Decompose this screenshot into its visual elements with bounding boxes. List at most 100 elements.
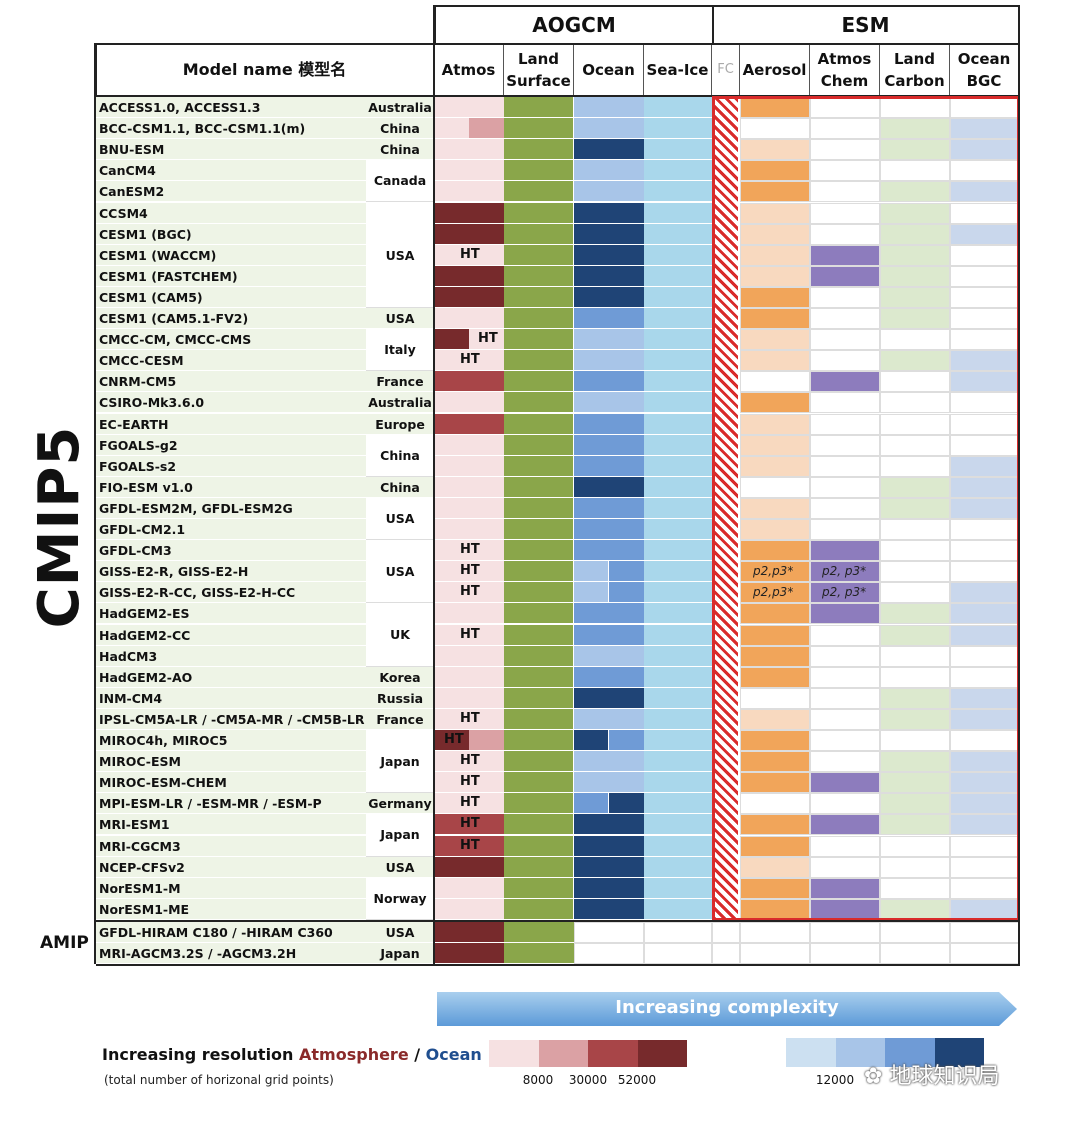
aerosol-cell [740, 497, 810, 519]
atmos-cell [434, 540, 504, 562]
ocean-cell [574, 181, 644, 203]
model-name-cell: MRI-ESM1 [96, 814, 366, 836]
land-carbon-cell [880, 413, 950, 435]
ocean-cell [574, 244, 644, 266]
atmos-chem-cell [810, 265, 880, 287]
ht-label: HT [460, 837, 480, 853]
amip-separator [96, 919, 1020, 922]
sea-ice-cell [644, 582, 712, 604]
sea-ice-cell [644, 751, 712, 773]
aerosol-cell [740, 730, 810, 752]
aerosol-cell [740, 603, 810, 625]
ocean-cell [574, 413, 644, 435]
atmos-chem-cell [810, 118, 880, 140]
atmos-chem-cell [810, 329, 880, 351]
ocn-legend-swatch [786, 1038, 836, 1067]
land-surface-cell [504, 286, 574, 308]
aerosol-cell [740, 814, 810, 836]
land-carbon-cell [880, 308, 950, 330]
land-carbon-cell [880, 793, 950, 815]
sea-ice-cell [644, 413, 712, 435]
ocean-cell [574, 118, 644, 140]
watermark-text: 地球知识局 [889, 1064, 1000, 1089]
sea-ice-cell [644, 265, 712, 287]
ocean-cell [574, 793, 609, 815]
model-name-cell: CanCM4 [96, 160, 366, 182]
model-name-cell: FGOALS-g2 [96, 434, 366, 456]
land-carbon-cell [880, 666, 950, 688]
atmos-chem-cell [810, 434, 880, 456]
atm-legend-swatch [538, 1040, 588, 1067]
complexity-arrow [437, 990, 1017, 1028]
atmos-chem-cell [810, 181, 880, 203]
atmos-chem-cell [810, 561, 880, 583]
atm-legend-tick: 8000 [522, 1073, 554, 1087]
model-name-cell: CESM1 (CAM5) [96, 286, 366, 308]
atmos-chem-cell [810, 540, 880, 562]
land-carbon-cell [880, 582, 950, 604]
legend-ocean: Ocean [425, 1045, 482, 1064]
atmos-chem-cell [810, 582, 880, 604]
model-name-cell: FIO-ESM v1.0 [96, 476, 366, 498]
atmos-chem-cell [810, 708, 880, 730]
country-cell: China [366, 118, 434, 140]
land-carbon-cell [880, 687, 950, 709]
aerosol-cell [740, 666, 810, 688]
land-carbon-cell [880, 751, 950, 773]
amip-model-name: MRI-AGCM3.2S / -AGCM3.2H [96, 943, 366, 965]
model-name-cell: EC-EARTH [96, 413, 366, 435]
atmos-cell [469, 730, 504, 752]
country-cell-merged: USA [366, 202, 434, 308]
land-surface-cell [504, 118, 574, 140]
land-surface-cell [504, 519, 574, 541]
sea-ice-cell [644, 476, 712, 498]
model-name-cell: CCSM4 [96, 202, 366, 224]
amip-empty-cell [644, 943, 712, 965]
amip-land-cell [504, 943, 574, 965]
table-right-border [1018, 5, 1020, 965]
amip-model-name: GFDL-HIRAM C180 / -HIRAM C360 [96, 921, 366, 943]
esm-group-header: ESM [713, 5, 1020, 45]
country-cell: Korea [366, 666, 434, 688]
land-surface-cell [504, 497, 574, 519]
amip-empty-cell [644, 921, 712, 943]
land-surface-cell [504, 160, 574, 182]
land-carbon-cell [880, 877, 950, 899]
country-cell: China [366, 476, 434, 498]
atmos-cell [434, 286, 504, 308]
aerosol-cell [740, 329, 810, 351]
sea-ice-cell [644, 561, 712, 583]
ht-label: HT [460, 626, 480, 642]
atmos-cell [434, 793, 504, 815]
land-surface-cell [504, 730, 574, 752]
model-name-cell: FGOALS-s2 [96, 455, 366, 477]
land-carbon-cell [880, 286, 950, 308]
land-carbon-cell [880, 730, 950, 752]
land-surface-cell [504, 687, 574, 709]
atmos-chem-cell [810, 793, 880, 815]
land-surface-cell [504, 308, 574, 330]
amip-atmos-cell [434, 943, 504, 965]
complexity-arrow-shape [437, 992, 1017, 1026]
land-carbon-cell [880, 540, 950, 562]
ocean-cell [609, 561, 644, 583]
col-header-land-carbon: Land Carbon [880, 45, 950, 95]
ocean-cell [574, 392, 644, 414]
aerosol-cell [740, 476, 810, 498]
land-surface-cell [504, 476, 574, 498]
atmos-cell [434, 561, 504, 583]
sea-ice-cell [644, 814, 712, 836]
ocean-cell [574, 603, 644, 625]
land-surface-cell [504, 540, 574, 562]
country-cell: Europe [366, 413, 434, 435]
aerosol-cell [740, 835, 810, 857]
sea-ice-cell [644, 286, 712, 308]
land-carbon-cell [880, 561, 950, 583]
aerosol-cell [740, 434, 810, 456]
complexity-label: Increasing complexity [615, 997, 839, 1018]
atm-legend-tick: 52000 [617, 1073, 657, 1087]
ocean-cell [574, 497, 644, 519]
land-carbon-cell [880, 118, 950, 140]
atmos-cell [434, 687, 504, 709]
